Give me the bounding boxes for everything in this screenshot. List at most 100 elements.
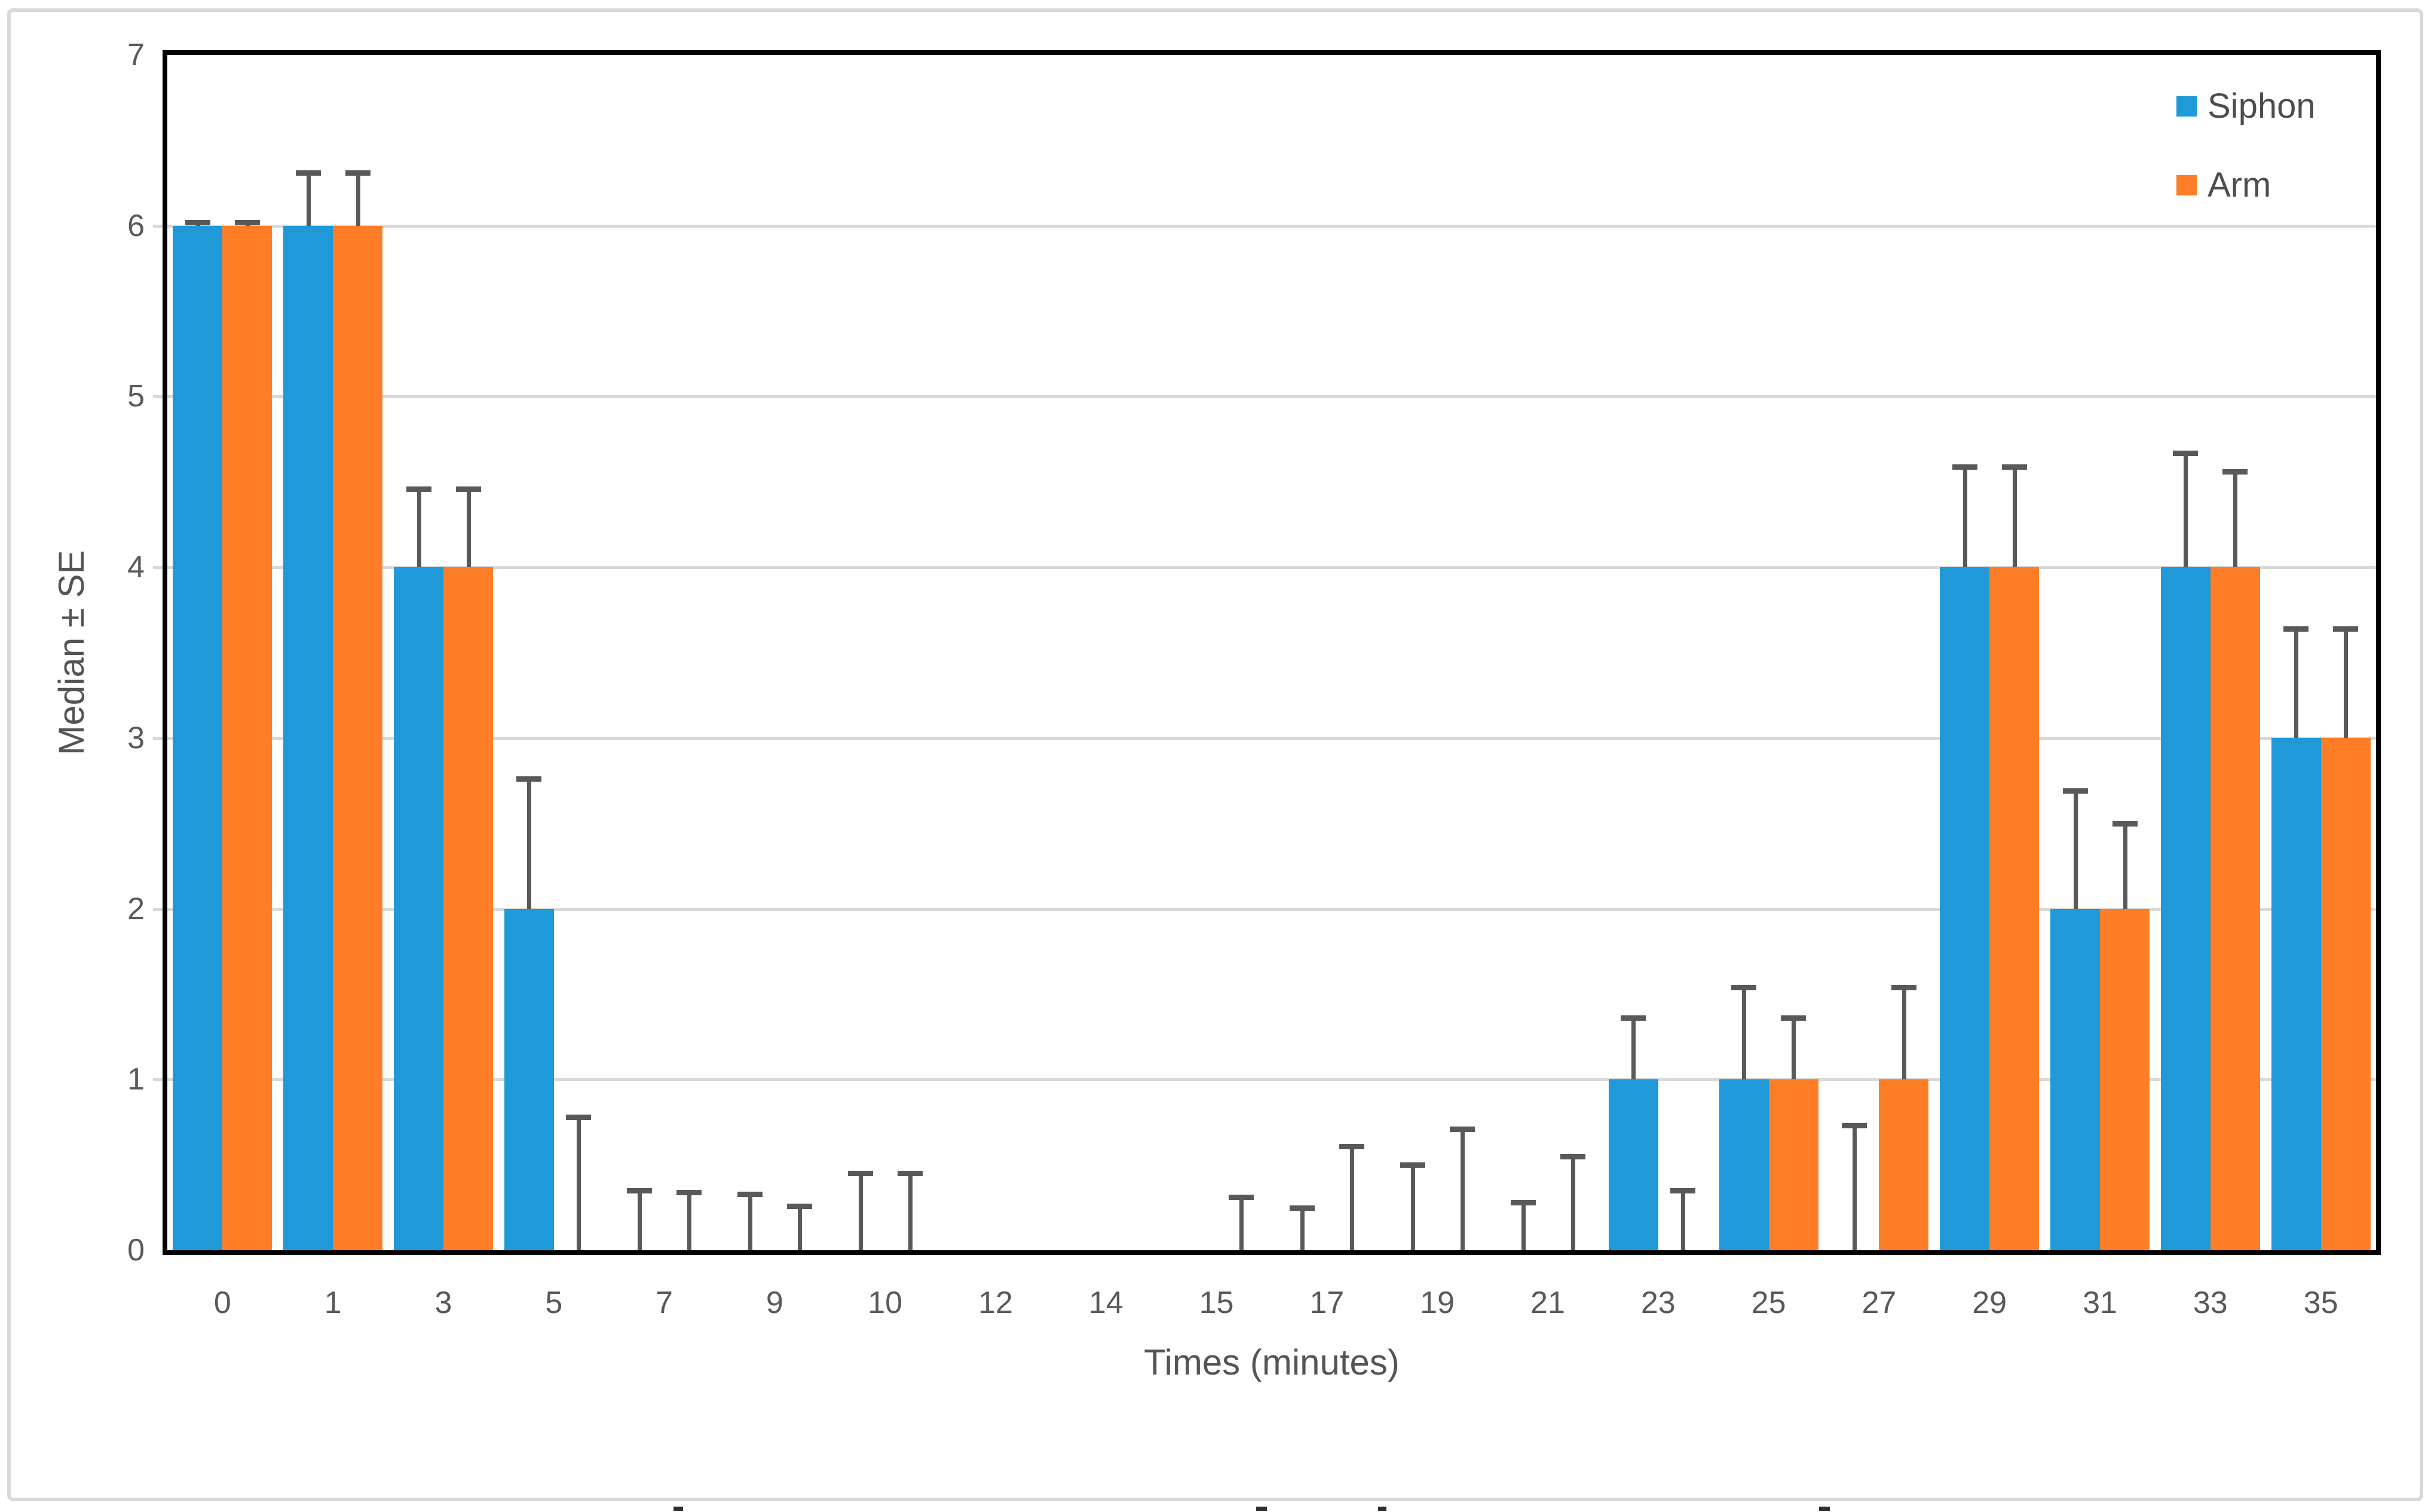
error-bar-cap [2222,469,2248,475]
cropped-text-fragment [673,1507,683,1511]
error-bar-siphon-5 [527,779,532,909]
error-bar-cap [1339,1143,1364,1149]
bar-arm-1 [333,225,383,1250]
bar-arm-27 [1879,1079,1929,1250]
bar-arm-33 [2210,567,2260,1250]
error-bar-cap [676,1189,702,1195]
error-bar-cap [1952,464,1977,470]
x-tick-label: 27 [1862,1285,1897,1320]
bar-siphon-5 [504,908,554,1250]
bar-siphon-25 [1719,1079,1769,1250]
x-tick-label: 9 [766,1285,783,1320]
gridline-y2 [167,907,2376,911]
cropped-text-fragment [1256,1507,1267,1511]
error-bar-cap [1289,1205,1315,1211]
error-bar-cap [1560,1153,1585,1159]
gridline-y1 [167,1078,2376,1082]
plot-area [163,50,2381,1255]
error-bar-cap [1841,1123,1867,1129]
y-tick-label: 4 [127,550,145,585]
error-bar-siphon-9 [748,1193,752,1250]
y-tick-mark [153,907,163,911]
error-bar-cap [566,1115,592,1121]
error-bar-arm-10 [908,1173,913,1250]
legend-swatch-arm [2176,175,2197,195]
error-bar-cap [2283,626,2309,632]
error-bar-arm-29 [2012,466,2017,568]
error-bar-arm-17 [1349,1146,1354,1250]
error-bar-arm-7 [687,1192,692,1250]
error-bar-cap [1510,1200,1536,1205]
bar-siphon-33 [2160,567,2210,1250]
error-bar-siphon-29 [1962,466,1967,568]
x-tick-label: 17 [1309,1285,1345,1320]
y-tick-label: 1 [127,1062,145,1097]
x-tick-label: 0 [213,1285,231,1320]
gridline-y3 [167,736,2376,740]
error-bar-cap [234,220,260,225]
bar-siphon-29 [1940,567,1990,1250]
legend-swatch-siphon [2176,96,2197,117]
error-bar-cap [2333,626,2359,632]
error-bar-siphon-25 [1742,987,1747,1080]
error-bar-cap [1400,1162,1425,1168]
error-bar-cap [1670,1188,1696,1193]
bar-arm-31 [2100,908,2150,1250]
y-tick-mark [153,1078,163,1082]
error-bar-cap [295,170,321,176]
x-tick-label: 35 [2303,1285,2338,1320]
y-tick-label: 2 [127,891,145,926]
x-tick-label: 31 [2083,1285,2117,1320]
y-tick-label: 3 [127,720,145,755]
legend-item-arm: Arm [2176,166,2271,204]
x-tick-label: 33 [2193,1285,2228,1320]
error-bar-cap [1229,1195,1254,1201]
error-bar-cap [1891,985,1916,990]
y-tick-mark [153,224,163,228]
bar-arm-29 [1989,567,2040,1250]
error-bar-cap [2001,464,2027,470]
error-bar-cap [455,486,481,492]
bar-siphon-0 [173,225,223,1250]
error-bar-cap [185,220,210,225]
x-tick-label: 21 [1530,1285,1565,1320]
error-bar-cap [2062,788,2088,794]
y-tick-label: 5 [127,379,145,414]
x-tick-label: 7 [656,1285,673,1320]
error-bar-cap [786,1203,812,1209]
error-bar-siphon-7 [638,1190,642,1250]
error-bar-siphon-21 [1521,1202,1526,1250]
gridline-y4 [167,566,2376,570]
error-bar-arm-9 [797,1205,802,1250]
cropped-text-fragment [1819,1507,1830,1511]
error-bar-cap [2173,450,2199,456]
y-tick-mark [153,566,163,570]
error-bar-arm-35 [2344,629,2349,738]
error-bar-siphon-35 [2294,629,2299,738]
error-bar-arm-3 [466,488,471,568]
bar-siphon-3 [394,567,443,1250]
x-tick-label: 23 [1640,1285,1676,1320]
legend-label-siphon: Siphon [2208,87,2316,126]
y-tick-label: 0 [127,1233,145,1268]
bar-arm-35 [2320,737,2371,1250]
bar-arm-3 [443,567,493,1250]
error-bar-siphon-17 [1300,1207,1305,1250]
gridline-y5 [167,395,2376,399]
error-bar-siphon-31 [2073,791,2078,909]
error-bar-arm-31 [2123,823,2127,909]
error-bar-arm-21 [1570,1156,1575,1250]
error-bar-cap [1621,1015,1646,1021]
x-tick-label: 29 [1972,1285,2007,1320]
error-bar-arm-23 [1681,1190,1686,1250]
error-bar-cap [406,486,431,492]
error-bar-arm-1 [356,173,360,226]
error-bar-siphon-23 [1631,1018,1636,1080]
x-tick-label: 14 [1088,1285,1123,1320]
error-bar-cap [897,1171,923,1177]
y-tick-mark [153,736,163,740]
error-bar-arm-15 [1239,1197,1244,1250]
cropped-text-fragment [1378,1507,1386,1511]
bar-arm-0 [222,225,273,1250]
